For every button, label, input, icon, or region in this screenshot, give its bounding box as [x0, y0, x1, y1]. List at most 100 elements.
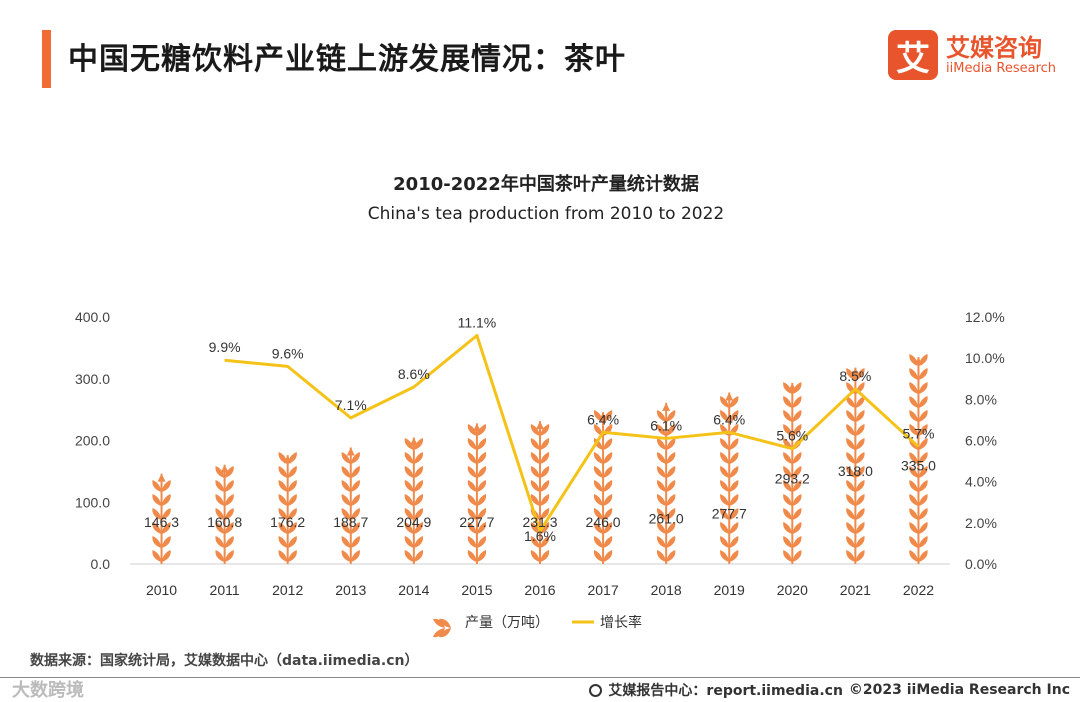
bar-data-label: 146.3: [144, 514, 179, 530]
x-tick-label: 2011: [210, 582, 240, 598]
x-tick-label: 2014: [398, 582, 429, 598]
bar-data-label: 318.0: [838, 463, 873, 479]
x-tick-label: 2013: [335, 582, 366, 598]
y-right-tick-label: 6.0%: [965, 433, 997, 449]
iimedia-logo: 艾 艾媒咨询 iiMedia Research: [888, 30, 1068, 80]
bar-stem: [728, 392, 731, 564]
line-data-label: 8.6%: [398, 366, 430, 382]
bar-data-label: 293.2: [775, 470, 810, 486]
line-data-label: 11.1%: [458, 315, 497, 331]
bar-stem: [539, 421, 541, 564]
globe-icon: [589, 683, 603, 697]
bar-tip: [662, 402, 671, 411]
x-tick-label: 2022: [903, 582, 934, 598]
data-source: 数据来源：国家统计局，艾媒数据中心（data.iimedia.cn）: [30, 653, 419, 669]
x-tick-label: 2017: [587, 582, 618, 598]
bar-stem: [602, 412, 605, 564]
bar: [215, 464, 234, 564]
bar-tip: [788, 382, 797, 391]
x-tick-label: 2012: [272, 582, 303, 598]
bar-tip: [536, 421, 544, 430]
legend-item-growth: 增长率: [572, 614, 642, 630]
line-data-label: 6.1%: [650, 417, 682, 433]
bar-data-label: 204.9: [396, 514, 431, 530]
y-right-tick-label: 4.0%: [965, 474, 997, 490]
page-title: 中国无糖饮料产业链上游发展情况：茶叶: [68, 42, 626, 77]
logo-en-text: iiMedia Research: [946, 61, 1057, 76]
bar-stem: [160, 473, 163, 564]
bar-stem: [286, 455, 289, 564]
bar-tip: [346, 447, 355, 456]
y-right-tick-label: 10.0%: [965, 350, 1005, 366]
x-tick-label: 2016: [524, 582, 555, 598]
bar: [720, 392, 739, 564]
y-left-tick-label: 300.0: [75, 371, 110, 387]
bar-stem: [349, 447, 352, 564]
bar-tip: [472, 423, 481, 432]
bar-data-label: 176.2: [270, 514, 305, 530]
bar-tip: [725, 392, 734, 401]
bar-tip: [220, 464, 229, 473]
footer-copyright: ©2023 iiMedia Research Inc: [848, 682, 1070, 698]
bar-data-label: 246.0: [586, 514, 621, 530]
bar-stem: [475, 423, 478, 564]
legend-label-production: 产量（万吨）: [465, 614, 549, 630]
legend-item-production: 产量（万吨）: [433, 614, 549, 638]
bar: [846, 367, 865, 564]
y-left-tick-label: 400.0: [75, 309, 110, 325]
bar: [593, 410, 613, 564]
logo-cn-text: 艾媒咨询: [946, 34, 1042, 62]
title-accent-bar: [42, 30, 51, 88]
footer-info: 艾媒报告中心：report.iimedia.cn ©2023 iiMedia R…: [589, 680, 1070, 700]
x-tick-label: 2021: [840, 582, 871, 598]
line-data-label: 9.6%: [272, 345, 304, 361]
footer-site: 艾媒报告中心：report.iimedia.cn: [608, 683, 843, 699]
line-data-label: 9.9%: [209, 339, 241, 355]
chart-title: 2010-2022年中国茶叶产量统计数据: [393, 174, 699, 195]
bar-tip: [157, 473, 166, 482]
bar: [909, 354, 928, 564]
bar-stem: [223, 464, 226, 564]
bar: [152, 473, 171, 564]
y-right-tick-label: 8.0%: [965, 391, 997, 407]
y-right-tick-label: 12.0%: [965, 309, 1005, 325]
bar-stem: [412, 437, 415, 564]
bar-data-label: 227.7: [459, 514, 494, 530]
growth-rate-line: [224, 334, 920, 533]
x-tick-label: 2018: [651, 582, 682, 598]
line-data-label: 8.5%: [839, 368, 871, 384]
bar-tip: [914, 357, 923, 366]
bar: [278, 452, 297, 564]
y-right-tick-label: 2.0%: [965, 515, 997, 531]
bar-stem: [854, 367, 857, 564]
x-tick-label: 2010: [146, 582, 177, 598]
line-data-label: 5.7%: [903, 426, 935, 442]
y-left-tick-label: 200.0: [75, 433, 110, 449]
bar-data-label: 335.0: [901, 458, 936, 474]
line-data-label: 6.4%: [587, 411, 619, 427]
bar-stem: [665, 402, 668, 564]
bar-data-label: 160.8: [207, 514, 242, 530]
bar: [404, 437, 424, 564]
bar-tip: [851, 367, 860, 376]
y-right-tick-label: 0.0%: [965, 556, 997, 572]
y-left-tick-label: 100.0: [75, 494, 110, 510]
x-tick-label: 2020: [777, 582, 808, 598]
line-data-label: 1.6%: [524, 528, 556, 544]
y-left-tick-label: 0.0: [91, 556, 111, 572]
x-tick-label: 2019: [714, 582, 745, 598]
x-tick-label: 2015: [461, 582, 492, 598]
logo-mark-icon: 艾: [888, 30, 938, 80]
bar-data-label: 261.0: [649, 510, 684, 526]
line-data-label: 7.1%: [335, 397, 367, 413]
bar-tip: [283, 455, 292, 464]
bar-data-label: 277.7: [712, 505, 747, 521]
watermark-text: 大数跨境: [12, 680, 84, 701]
bar-tip: [599, 412, 608, 421]
footer-divider: [0, 677, 1080, 678]
bar-data-label: 188.7: [333, 514, 368, 530]
bar: [341, 447, 360, 564]
line-data-label: 6.4%: [713, 411, 745, 427]
legend-label-growth: 增长率: [600, 614, 642, 630]
